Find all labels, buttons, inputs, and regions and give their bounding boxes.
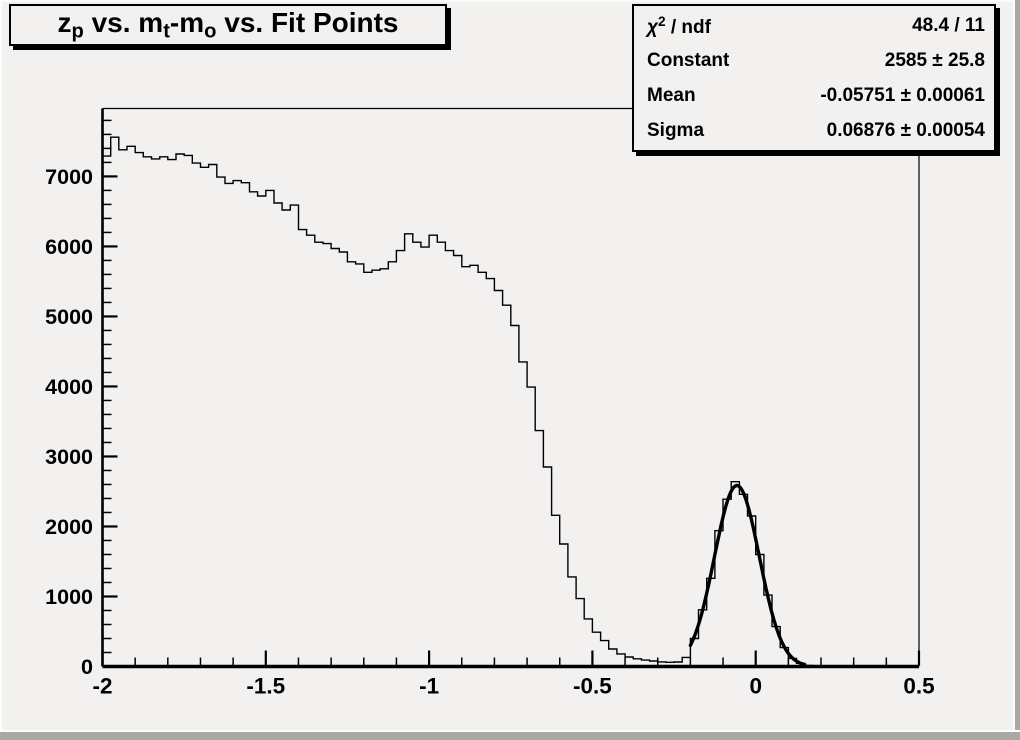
x-tick-label: -1 — [419, 674, 439, 699]
y-axis-labels: 0 1000 2000 3000 4000 5000 6000 7000 — [45, 165, 93, 679]
x-tick-label: -0.5 — [573, 674, 612, 699]
stat-value-constant: 2585 ± 25.8 — [884, 50, 985, 71]
text-part: p — [71, 20, 84, 43]
fit-stats-box[interactable]: χ2 / ndf 48.4 / 11 Constant 2585 ± 25.8 … — [632, 4, 996, 152]
text-part: / ndf — [665, 16, 711, 38]
canvas-bevel-top — [0, 0, 1020, 2]
y-tick-label: 1000 — [45, 585, 93, 609]
y-tick-label: 5000 — [45, 305, 93, 329]
y-axis-ticks — [103, 119, 118, 668]
stat-label-mean: Mean — [647, 85, 696, 106]
stat-value-chi2: 48.4 / 11 — [912, 15, 985, 36]
y-tick-label: 7000 — [45, 165, 93, 189]
text-part: χ — [647, 16, 658, 38]
page-title: zp vs. mt-mo vs. Fit Points — [57, 6, 399, 43]
y-tick-label: 6000 — [45, 235, 93, 259]
stat-label-constant: Constant — [647, 50, 730, 71]
text-part: t — [163, 20, 170, 43]
gaussian-fit-line — [688, 483, 807, 667]
x-tick-label: -1.5 — [246, 674, 285, 699]
x-axis-ticks — [101, 650, 921, 666]
stat-row-chi2: χ2 / ndf 48.4 / 11 — [634, 8, 994, 43]
y-tick-label: 4000 — [45, 375, 93, 399]
stat-value-sigma: 0.06876 ± 0.00054 — [826, 120, 985, 141]
text-part: o — [204, 20, 217, 43]
x-tick-label: -2 — [92, 674, 112, 699]
text-part: z — [57, 6, 72, 38]
canvas-bevel-bottom — [0, 730, 1020, 740]
histogram-step-line — [101, 136, 919, 668]
y-tick-label: 3000 — [45, 445, 93, 469]
stat-row-constant: Constant 2585 ± 25.8 — [634, 43, 994, 78]
text-part: 2 — [657, 13, 666, 29]
x-tick-label: 0.5 — [903, 674, 934, 699]
stat-row-sigma: Sigma 0.06876 ± 0.00054 — [634, 113, 994, 148]
canvas-bevel-left — [0, 0, 2, 740]
stat-label-chi2: χ2 / ndf — [647, 13, 711, 38]
text-part: vs. Fit Points — [216, 6, 399, 38]
title-box[interactable]: zp vs. mt-mo vs. Fit Points — [9, 4, 447, 46]
x-tick-label: 0 — [749, 674, 762, 699]
stat-row-mean: Mean -0.05751 ± 0.00061 — [634, 78, 994, 113]
text-part: vs. m — [83, 6, 164, 38]
y-tick-label: 2000 — [45, 515, 93, 539]
stat-label-sigma: Sigma — [647, 120, 705, 141]
text-part: -m — [169, 6, 205, 38]
fit-curve — [688, 483, 807, 667]
histogram-path — [101, 136, 919, 668]
stat-value-mean: -0.05751 ± 0.00061 — [820, 85, 985, 106]
plot-frame — [101, 107, 920, 669]
y-tick-label: 0 — [81, 655, 93, 679]
x-axis-labels: -2 -1.5 -1 -0.5 0 0.5 — [92, 674, 934, 699]
canvas-bevel-right — [1013, 0, 1020, 740]
